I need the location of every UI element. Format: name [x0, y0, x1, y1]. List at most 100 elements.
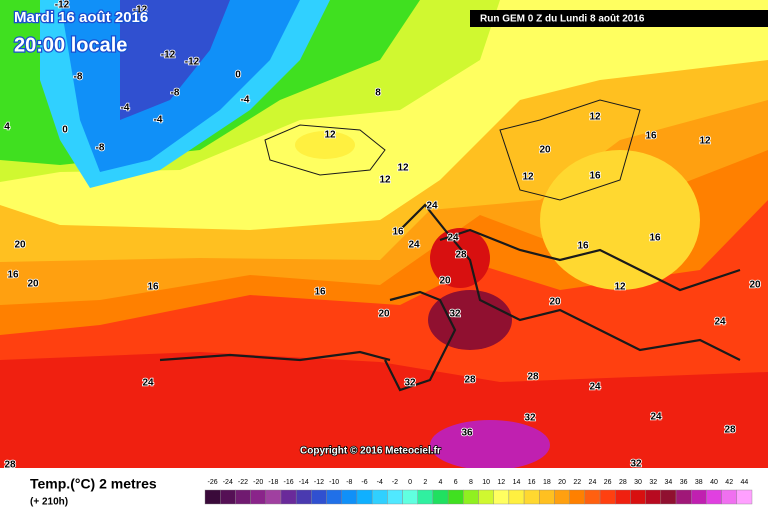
colorbar-tick: -26: [208, 479, 218, 486]
run-text: Run GEM 0 Z du Lundi 8 août 2016: [480, 14, 645, 25]
temperature-label: 36: [461, 428, 473, 439]
colorbar-swatch: [675, 489, 692, 505]
colorbar-swatch: [584, 489, 601, 505]
colorbar-tick: 24: [589, 479, 597, 486]
colorbar-swatch: [387, 489, 403, 505]
colorbar-swatch: [402, 489, 418, 505]
colorbar-swatch: [721, 489, 738, 505]
colorbar-tick: -22: [238, 479, 248, 486]
colorbar-tick: 6: [454, 479, 458, 486]
temperature-label: 24: [426, 201, 438, 212]
colorbar-tick: 28: [619, 479, 627, 486]
temperature-label: 20: [549, 297, 561, 308]
temperature-label: 12: [379, 175, 391, 186]
colorbar-tick: 8: [469, 479, 473, 486]
colorbar-swatch: [341, 489, 358, 505]
temperature-label: 12: [397, 163, 409, 174]
temperature-label: 20: [439, 276, 451, 287]
temperature-label: -8: [74, 72, 83, 83]
temperature-label: 20: [378, 309, 390, 320]
colorbar-swatch: [706, 489, 722, 505]
colorbar-swatch: [508, 489, 525, 505]
colorbar-tick: -4: [377, 479, 383, 486]
temperature-label: -8: [171, 88, 180, 99]
temperature-label: 16: [577, 241, 589, 252]
temperature-label: 24: [447, 233, 459, 244]
temperature-label: 8: [375, 88, 381, 99]
colorbar-tick: 32: [649, 479, 657, 486]
colorbar-swatch: [250, 489, 266, 505]
colorbar-swatch: [463, 489, 479, 505]
temperature-label: 16: [314, 287, 326, 298]
colorbar-swatch: [630, 489, 646, 505]
colorbar-tick: 12: [497, 479, 505, 486]
colorbar-tick: -2: [392, 479, 398, 486]
colorbar: -26 -24 -22 -20 -18 -16 -14 -12 -10 -8 -6 -4 -2 0 2 4 6 8…: [204, 479, 753, 505]
colorbar-tick: -24: [223, 479, 233, 486]
colorbar-tick: -14: [299, 479, 309, 486]
temperature-label: 12: [699, 136, 711, 147]
temperature-label: 28: [724, 425, 736, 436]
copyright: Copyright © 2016 Meteociel.fr: [300, 446, 441, 457]
colorbar-tick: 42: [725, 479, 733, 486]
colorbar-tick: 4: [439, 479, 443, 486]
map-labels: -12 -12 -12 -12 -8 -8 -4 0 -4 -4 -8 4 0 8 12 12 12 20 12 16…: [3, 0, 761, 471]
colorbar-swatch: [204, 489, 221, 505]
temperature-label: 28: [464, 375, 476, 386]
temperature-label: 20: [27, 279, 39, 290]
colorbar-swatch: [736, 489, 753, 505]
colorbar-swatch: [691, 489, 707, 505]
temperature-label: -12: [185, 57, 200, 68]
colorbar-tick: -8: [346, 479, 352, 486]
coastline: [159, 203, 741, 392]
colorbar-swatch: [615, 489, 631, 505]
colorbar-swatch: [311, 489, 327, 505]
date-title: Mardi 16 août 2016: [14, 9, 148, 26]
temperature-label: 16: [392, 227, 404, 238]
colorbar-swatch: [478, 489, 494, 505]
run-box: [470, 10, 768, 27]
colorbar-swatch: [539, 489, 555, 505]
temperature-label: 16: [147, 282, 159, 293]
legend-lead: (+ 210h): [30, 497, 68, 508]
colorbar-tick: -12: [314, 479, 324, 486]
colorbar-tick: 30: [634, 479, 642, 486]
colorbar-tick: 10: [482, 479, 490, 486]
temperature-label: 4: [4, 122, 10, 133]
colorbar-tick: 40: [710, 479, 718, 486]
temperature-label: 0: [62, 125, 68, 136]
legend-title: Temp.(°C) 2 metres: [30, 476, 157, 492]
colorbar-swatch: [493, 489, 510, 505]
temperature-label: 20: [14, 240, 26, 251]
temperature-label: -12: [161, 50, 176, 61]
colorbar-tick: 26: [604, 479, 612, 486]
temperature-label: 28: [455, 250, 467, 261]
temperature-label: 24: [589, 382, 601, 393]
temperature-label: 24: [650, 412, 662, 423]
colorbar-swatch: [417, 489, 434, 505]
temperature-label: 16: [589, 171, 601, 182]
temperature-label: 12: [522, 172, 534, 183]
colorbar-tick: 20: [558, 479, 566, 486]
field: [430, 228, 490, 288]
field: [428, 290, 512, 350]
temperature-label: -8: [96, 143, 105, 154]
colorbar-tick: 44: [741, 479, 749, 486]
colorbar-tick: -18: [268, 479, 278, 486]
temperature-label: 32: [630, 459, 642, 470]
colorbar-swatch: [645, 489, 662, 505]
coastline: [264, 99, 641, 201]
temperature-label: 12: [324, 130, 336, 141]
field: [430, 420, 550, 470]
colorbar-tick: 38: [695, 479, 703, 486]
temperature-label: 28: [527, 372, 539, 383]
temperature-label: -4: [154, 115, 163, 126]
temperature-label: 32: [449, 309, 461, 320]
temperature-label: -12: [133, 5, 148, 16]
colorbar-tick: -6: [361, 479, 367, 486]
temperature-label: 32: [524, 413, 536, 424]
temperature-label: -4: [241, 95, 250, 106]
colorbar-swatch: [265, 489, 282, 505]
colorbar-tick: 2: [423, 479, 427, 486]
